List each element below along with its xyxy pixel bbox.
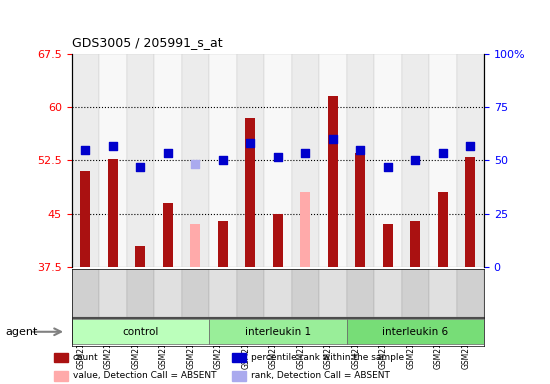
Bar xyxy=(190,224,200,267)
Point xyxy=(411,157,420,164)
Bar xyxy=(264,54,292,267)
Bar xyxy=(346,269,374,317)
Point xyxy=(218,157,227,164)
Text: percentile rank within the sample: percentile rank within the sample xyxy=(251,353,404,362)
Bar xyxy=(292,54,319,267)
Bar xyxy=(99,269,127,317)
Bar xyxy=(209,54,236,267)
Bar xyxy=(126,269,154,317)
Bar xyxy=(80,171,90,267)
Bar xyxy=(209,319,346,344)
Bar xyxy=(72,319,209,344)
Text: control: control xyxy=(122,327,158,337)
Point xyxy=(246,139,255,146)
Point xyxy=(356,147,365,153)
Bar xyxy=(72,269,99,317)
Bar xyxy=(319,54,346,267)
Text: count: count xyxy=(73,353,98,362)
Bar xyxy=(218,221,228,267)
Text: interleukin 1: interleukin 1 xyxy=(245,327,311,337)
Bar xyxy=(154,269,182,317)
Point xyxy=(273,154,282,160)
Text: agent: agent xyxy=(6,327,38,337)
Bar xyxy=(54,371,68,381)
Bar xyxy=(182,269,209,317)
Bar xyxy=(54,353,68,362)
Bar xyxy=(72,54,99,267)
Bar xyxy=(273,214,283,267)
Bar xyxy=(355,153,365,267)
Bar xyxy=(438,192,448,267)
Bar xyxy=(346,319,484,344)
Bar xyxy=(456,54,484,267)
Bar xyxy=(163,203,173,267)
Bar xyxy=(346,54,374,267)
Point xyxy=(328,136,337,142)
Bar xyxy=(402,54,429,267)
Bar xyxy=(410,221,420,267)
Bar xyxy=(232,371,246,381)
Bar xyxy=(108,159,118,267)
Point xyxy=(383,164,392,170)
Point xyxy=(163,150,172,156)
Point xyxy=(191,161,200,167)
Point xyxy=(81,147,90,153)
Bar xyxy=(328,96,338,267)
Bar xyxy=(99,54,127,267)
Text: GDS3005 / 205991_s_at: GDS3005 / 205991_s_at xyxy=(72,36,222,49)
Bar xyxy=(402,269,429,317)
Bar xyxy=(182,54,209,267)
Bar xyxy=(245,118,255,267)
Bar xyxy=(374,269,401,317)
Point xyxy=(136,164,145,170)
Point xyxy=(301,150,310,156)
Bar xyxy=(292,269,319,317)
Bar xyxy=(465,157,475,267)
Bar xyxy=(429,269,456,317)
Text: value, Detection Call = ABSENT: value, Detection Call = ABSENT xyxy=(73,371,216,381)
Bar xyxy=(374,54,401,267)
Bar xyxy=(126,54,154,267)
Bar xyxy=(319,269,346,317)
Bar xyxy=(154,54,182,267)
Bar xyxy=(232,353,246,362)
Text: rank, Detection Call = ABSENT: rank, Detection Call = ABSENT xyxy=(251,371,390,381)
Point xyxy=(438,150,447,156)
Bar xyxy=(300,192,310,267)
Bar xyxy=(264,269,292,317)
Bar xyxy=(383,224,393,267)
Text: interleukin 6: interleukin 6 xyxy=(382,327,448,337)
Point xyxy=(466,143,475,149)
Bar xyxy=(456,269,484,317)
Bar xyxy=(209,269,236,317)
Bar xyxy=(236,54,264,267)
Bar xyxy=(429,54,456,267)
Point xyxy=(108,143,117,149)
Bar xyxy=(236,269,264,317)
Bar xyxy=(135,246,145,267)
